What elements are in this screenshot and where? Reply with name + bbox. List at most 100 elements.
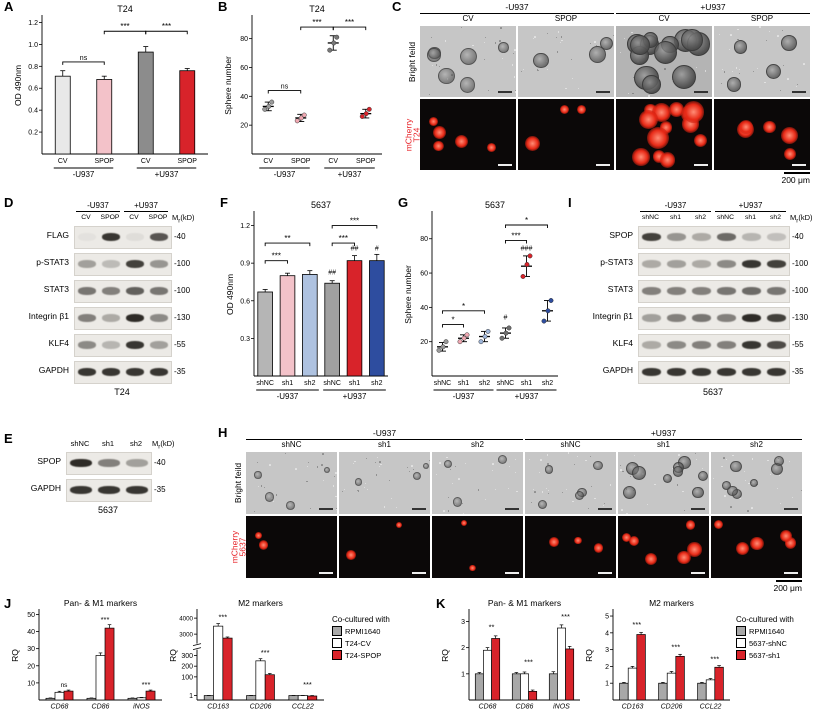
speck — [603, 502, 605, 504]
micro-image — [246, 516, 337, 578]
speck — [721, 465, 723, 468]
sphere — [452, 496, 463, 507]
sphere — [647, 127, 670, 150]
speck — [736, 28, 739, 31]
blot-lane-label: CV — [81, 214, 91, 221]
blot-band — [667, 287, 686, 295]
speck — [462, 502, 464, 504]
group-label: +U937 — [515, 392, 539, 401]
speck — [603, 504, 605, 506]
group-label: -U937 — [73, 170, 95, 179]
sig-label: *** — [272, 252, 281, 261]
speck — [589, 42, 592, 45]
scale-bar — [784, 508, 798, 510]
speck — [306, 466, 308, 468]
sig-label: *** — [350, 217, 359, 226]
speck — [541, 490, 544, 493]
blot-band — [692, 368, 711, 376]
speck — [800, 490, 802, 492]
speck — [574, 464, 576, 466]
speck — [627, 92, 630, 95]
speck — [596, 45, 598, 47]
sig-label: * — [451, 316, 454, 325]
y-tick-label: 10 — [27, 680, 35, 687]
protein-label: GAPDH — [38, 365, 69, 375]
blot-lane-label: sh2 — [770, 214, 781, 221]
x-category-label: CD68 — [51, 704, 69, 711]
chart-title: Pan- & M1 markers — [64, 598, 137, 608]
sphere — [622, 486, 637, 500]
speck — [767, 459, 769, 462]
x-category-label: CD86 — [92, 704, 110, 711]
speck — [556, 51, 559, 53]
sig-label: *** — [142, 680, 151, 689]
sphere — [592, 460, 603, 471]
blot-band — [667, 314, 686, 322]
speck — [664, 68, 666, 71]
data-point — [482, 334, 488, 339]
speck — [310, 507, 311, 509]
sphere — [673, 466, 684, 477]
data-point — [520, 274, 526, 279]
bar — [264, 674, 275, 701]
sig-bracket — [103, 30, 147, 35]
speck — [738, 69, 740, 71]
bar — [297, 695, 308, 701]
speck — [796, 83, 798, 85]
speck — [389, 480, 391, 482]
speck — [374, 461, 376, 463]
molecular-weight-label: -100 — [792, 286, 809, 295]
sig-label: *** — [339, 234, 348, 243]
scale-bar — [319, 508, 333, 510]
speck — [695, 453, 697, 455]
sphere — [460, 520, 467, 527]
speck — [609, 484, 612, 487]
sphere — [459, 47, 478, 66]
micro-image — [525, 452, 616, 514]
scale-text: 200 μm — [781, 175, 810, 185]
speck — [776, 488, 778, 490]
scale-bar — [691, 508, 705, 510]
molecular-weight-label: -55 — [174, 340, 186, 349]
speck — [725, 458, 727, 460]
y-tick-label: 0.9 — [240, 261, 250, 268]
bar — [96, 79, 113, 155]
blot-band — [767, 287, 786, 295]
sphere — [784, 537, 797, 549]
y-tick-label: 30 — [27, 646, 35, 653]
x-tick-label: sh1 — [521, 380, 532, 387]
x-category-label: CD163 — [207, 704, 229, 711]
sphere — [692, 486, 704, 498]
chart-line — [192, 643, 202, 646]
speck — [577, 88, 579, 90]
molecular-weight-label: -100 — [174, 259, 191, 268]
bar — [520, 673, 529, 701]
sphere — [763, 120, 776, 134]
blot-band — [692, 314, 711, 322]
sphere — [781, 34, 797, 51]
blot-lane-label: shNC — [642, 214, 659, 221]
speck — [383, 505, 386, 508]
micro-image — [420, 99, 516, 170]
speck — [621, 509, 623, 511]
blot-band — [126, 459, 148, 467]
speck — [379, 466, 381, 468]
speck — [713, 478, 715, 480]
blot-band — [742, 287, 761, 295]
sphere — [726, 76, 742, 92]
panel-k: K 1 2 3 RQ Pan- & M1 markers CD68 CD86 iNOS ** **… — [434, 596, 822, 718]
bar — [666, 672, 677, 701]
blot-band — [149, 341, 169, 349]
sphere — [644, 552, 658, 565]
sphere — [681, 29, 703, 51]
blot-lane-label: sh2 — [129, 439, 143, 448]
scale-bar — [596, 164, 610, 166]
speck — [472, 44, 474, 47]
bar — [565, 648, 575, 701]
micro-image — [618, 452, 709, 514]
speck — [465, 463, 467, 465]
speck — [696, 67, 698, 69]
blot-strip — [74, 307, 172, 330]
blot-band — [101, 287, 121, 295]
